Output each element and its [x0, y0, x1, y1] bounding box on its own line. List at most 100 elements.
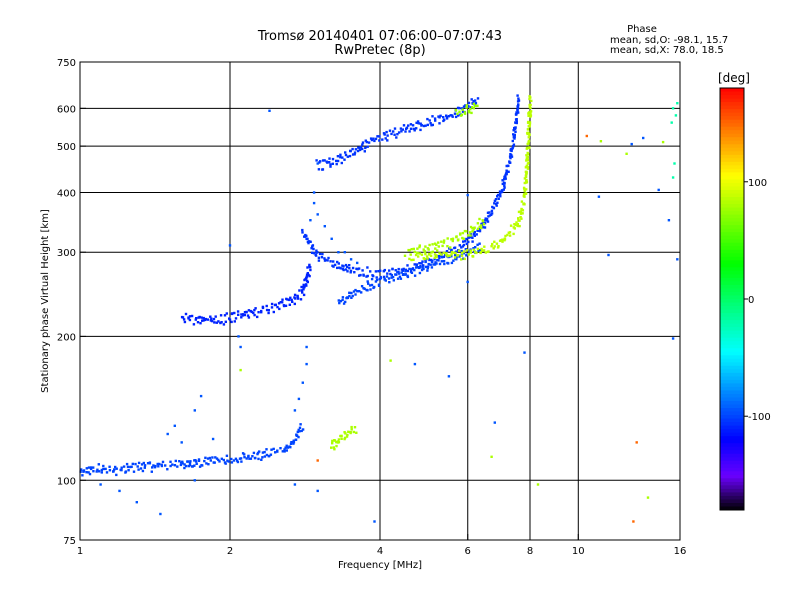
y-axis-label: Stationary phase Virtual Height [km] — [40, 209, 51, 393]
colorbar-swatch — [720, 446, 744, 451]
trace-point — [463, 111, 467, 114]
scatter-point — [199, 394, 203, 398]
trace-point — [510, 155, 514, 158]
trace-point — [529, 112, 532, 115]
colorbar-swatch — [720, 306, 744, 311]
trace-point — [452, 251, 456, 254]
scatter-point — [657, 188, 660, 192]
trace-point — [513, 227, 516, 230]
trace-point — [494, 202, 498, 206]
trace-point — [289, 296, 292, 299]
trace-point — [176, 465, 179, 468]
trace-point — [472, 247, 475, 250]
trace-point — [254, 307, 257, 310]
chart-titles: Tromsø 20140401 07:06:00–07:07:43 RwPret… — [257, 29, 502, 58]
x-axis-ticks: 1 2 4 6 8 10 16 — [77, 534, 686, 557]
colorbar-swatch — [720, 151, 744, 156]
trace-point — [348, 294, 351, 298]
trace-point — [392, 130, 395, 133]
trace-point — [203, 459, 206, 463]
scatter-point — [536, 483, 540, 486]
trace-point — [352, 290, 356, 293]
colorbar-swatch — [720, 495, 744, 500]
trace-point — [501, 182, 504, 186]
trace-point — [351, 266, 355, 270]
trace-point — [390, 132, 393, 136]
scatter-point — [193, 409, 196, 412]
colorbar-swatch — [720, 506, 744, 511]
colorbar-swatch — [720, 443, 744, 448]
trace-point — [465, 242, 468, 246]
trace-point — [284, 304, 288, 307]
trace-point — [525, 159, 528, 162]
plot-grid — [80, 62, 680, 540]
trace-point — [454, 115, 458, 119]
scatter-point — [297, 397, 301, 401]
x-tick-label: 1 — [77, 546, 83, 557]
trace-point — [339, 153, 342, 156]
trace-point — [437, 245, 440, 248]
trace-point — [396, 270, 399, 274]
scatter-point — [316, 459, 319, 462]
scatter-point — [413, 362, 417, 366]
colorbar-swatch — [720, 372, 744, 377]
trace-point — [305, 237, 308, 240]
trace-point — [397, 272, 401, 275]
trace-point — [470, 98, 473, 101]
colorbar-swatch — [720, 225, 744, 230]
trace-point — [468, 251, 471, 254]
trace-point — [418, 262, 421, 265]
trace-point — [527, 131, 530, 134]
trace-point — [469, 106, 473, 109]
trace-point — [315, 159, 318, 162]
trace-point — [504, 177, 507, 180]
trace-point — [267, 311, 270, 315]
trace-point — [516, 108, 519, 111]
colorbar-swatch — [720, 91, 744, 96]
colorbar-tick-label: 0 — [748, 295, 754, 306]
colorbar-swatch — [720, 460, 744, 465]
trace-point — [514, 223, 517, 227]
scatter-point — [159, 512, 162, 516]
trace-point — [301, 228, 304, 232]
trace-point — [419, 122, 422, 125]
trace-point — [88, 472, 92, 476]
trace-point — [232, 459, 236, 462]
trace-point — [527, 125, 531, 128]
trace-point — [265, 448, 268, 451]
trace-point — [104, 467, 107, 471]
trace-point — [343, 436, 347, 440]
trace-point — [393, 127, 397, 130]
trace-point — [442, 251, 445, 255]
trace-point — [182, 318, 186, 321]
trace-point — [412, 258, 415, 261]
trace-point — [472, 100, 475, 103]
trace-point — [270, 302, 274, 306]
trace-point — [326, 259, 329, 262]
trace-point — [418, 252, 421, 255]
colorbar-swatch — [720, 467, 744, 472]
trace-point — [187, 316, 190, 319]
trace-point — [398, 275, 402, 278]
colorbar-swatch — [720, 369, 744, 374]
trace-point — [298, 289, 301, 292]
trace-point — [298, 430, 301, 433]
trace-point — [338, 301, 341, 305]
trace-point — [256, 315, 259, 319]
trace-point — [326, 161, 329, 164]
trace-point — [289, 446, 292, 449]
trace-point — [506, 164, 510, 167]
trace-point — [455, 235, 458, 238]
colorbar-swatch — [720, 140, 744, 145]
scatter-point — [193, 479, 196, 482]
trace-point — [348, 154, 352, 158]
trace-point — [478, 225, 481, 228]
trace-point — [331, 439, 334, 443]
trace-point — [424, 245, 427, 248]
trace-point — [312, 252, 316, 255]
trace-point — [125, 462, 129, 466]
trace-point — [346, 433, 349, 437]
trace-point — [308, 265, 311, 268]
trace-point — [404, 270, 407, 273]
trace-point — [344, 263, 348, 267]
